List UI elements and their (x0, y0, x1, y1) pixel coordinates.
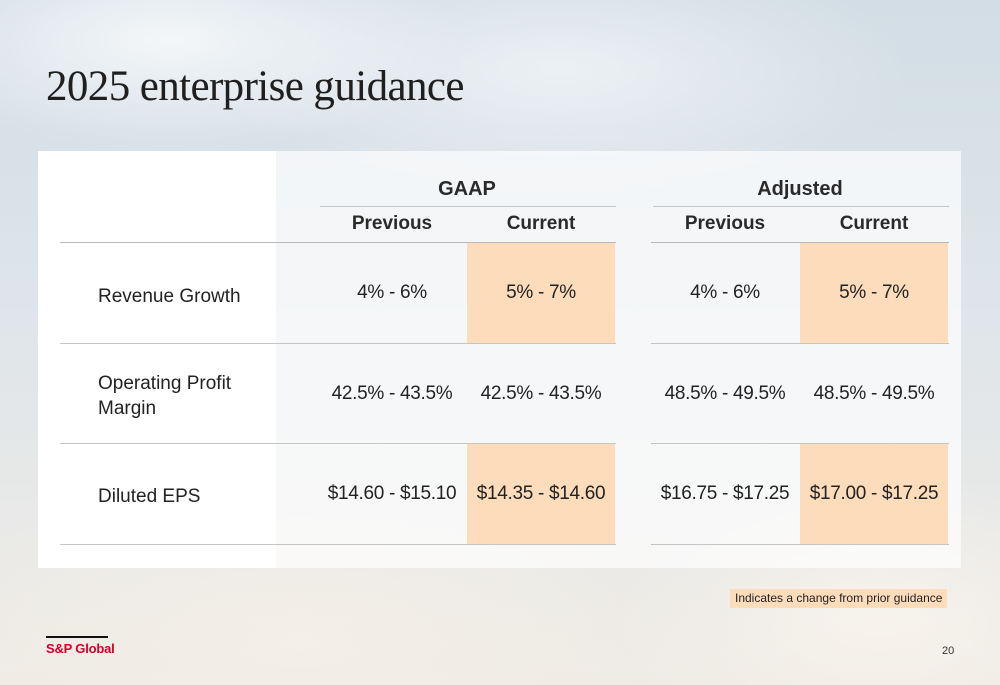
row-divider (651, 343, 949, 344)
changed-highlight (800, 243, 948, 343)
table-cell: $16.75 - $17.25 (660, 483, 790, 504)
group-header-adjusted: Adjusted (757, 178, 843, 200)
page-title: 2025 enterprise guidance (46, 63, 464, 110)
row-divider (651, 544, 949, 545)
group-header-gaap: GAAP (438, 178, 496, 200)
row-label-column (38, 151, 276, 568)
table-cell-changed: 5% - 7% (506, 282, 576, 303)
logo-bar (46, 636, 108, 638)
row-divider (60, 242, 616, 243)
table-cell: 4% - 6% (690, 282, 760, 303)
row-divider (651, 443, 949, 444)
row-divider (60, 544, 616, 545)
row-label-line: Operating Profit (98, 373, 232, 394)
group-divider (320, 206, 616, 207)
change-legend: Indicates a change from prior guidance (730, 589, 948, 608)
table-cell-changed: $17.00 - $17.25 (809, 483, 939, 504)
table-cell: 42.5% - 43.5% (480, 383, 602, 404)
column-header: Previous (351, 213, 433, 234)
page-number: 20 (942, 645, 955, 657)
changed-highlight (467, 243, 615, 343)
table-cell: 42.5% - 43.5% (331, 383, 453, 404)
table-cell: $14.60 - $15.10 (327, 483, 457, 504)
row-divider (651, 242, 949, 243)
sp-global-logo: S&P Global (46, 641, 115, 656)
table-cell: 4% - 6% (357, 282, 427, 303)
table-cell: 48.5% - 49.5% (664, 383, 786, 404)
column-header: Current (839, 213, 909, 234)
table-cell-changed: 5% - 7% (839, 282, 909, 303)
row-label-revenue-growth: Revenue Growth (98, 286, 241, 307)
row-label-diluted-eps: Diluted EPS (98, 486, 201, 507)
column-header: Current (506, 213, 576, 234)
row-label-operating-profit-margin: Operating Profit Margin (98, 371, 268, 421)
column-header: Previous (684, 213, 766, 234)
changed-highlight (800, 444, 948, 544)
row-divider (60, 443, 616, 444)
changed-highlight (467, 444, 615, 544)
row-label-line: Margin (98, 398, 157, 419)
row-divider (60, 343, 616, 344)
table-cell-changed: $14.35 - $14.60 (476, 483, 606, 504)
table-cell: 48.5% - 49.5% (813, 383, 935, 404)
group-divider (653, 206, 949, 207)
